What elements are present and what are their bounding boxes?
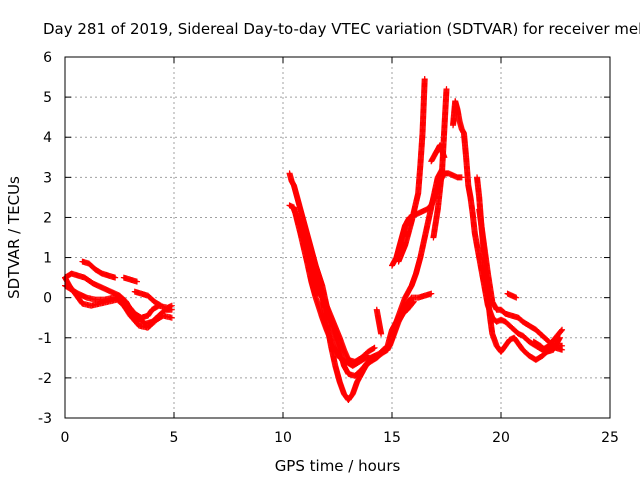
data-track: [62, 274, 175, 331]
y-tick-label: 5: [43, 90, 52, 106]
y-tick-label: 1: [43, 251, 52, 267]
x-tick-label: 15: [383, 430, 401, 446]
chart-title: Day 281 of 2019, Sidereal Day-to-day VTE…: [43, 20, 640, 38]
data-point: [371, 344, 378, 351]
y-tick-label: -1: [38, 331, 52, 347]
data-point: [421, 76, 428, 83]
data-track: [79, 258, 119, 281]
data-point: [458, 174, 465, 181]
data-track: [131, 288, 164, 309]
y-tick-label: 0: [43, 291, 52, 307]
data-point: [558, 327, 565, 334]
x-axis-label: GPS time / hours: [275, 457, 401, 475]
plot-frame: [64, 56, 611, 419]
data-track: [395, 76, 428, 265]
data-point: [410, 299, 417, 306]
data-track: [120, 274, 140, 285]
data-point: [559, 326, 566, 333]
data-track: [476, 206, 566, 353]
y-tick-label: -2: [38, 371, 52, 387]
data-point: [168, 302, 175, 309]
data-point: [559, 346, 566, 353]
data-point: [378, 330, 385, 337]
y-axis-label: SDTVAR / TECUs: [5, 176, 23, 299]
data-point: [441, 154, 448, 161]
data-point: [112, 274, 119, 281]
data-point: [556, 334, 563, 341]
data-track: [504, 290, 520, 301]
y-tick-label: 6: [43, 50, 52, 66]
axis-ticks: 0 5 10 15 20 25 -3 -2 -1 0 1 2 3 4 5 6: [38, 50, 619, 446]
data-track: [530, 334, 563, 355]
x-tick-label: 0: [61, 430, 70, 446]
data-point: [157, 302, 164, 309]
y-tick-label: -3: [38, 411, 52, 427]
data-track: [290, 206, 417, 403]
x-tick-label: 5: [170, 430, 179, 446]
data-track: [428, 142, 448, 165]
data-point: [410, 298, 417, 305]
grid: [65, 57, 610, 418]
data-point: [513, 294, 520, 301]
x-tick-label: 20: [492, 430, 510, 446]
y-tick-label: 2: [43, 210, 52, 226]
series-receiver-meli: [62, 76, 566, 403]
y-tick-label: 3: [43, 170, 52, 186]
data-point: [428, 290, 435, 297]
data-point: [168, 314, 175, 321]
x-tick-label: 25: [601, 430, 619, 446]
data-point: [133, 278, 140, 285]
data-track: [301, 242, 378, 365]
data-series: [62, 76, 566, 403]
y-tick-label: 4: [43, 130, 52, 146]
x-tick-label: 10: [274, 430, 292, 446]
data-track: [373, 306, 385, 337]
data-point: [443, 86, 450, 93]
